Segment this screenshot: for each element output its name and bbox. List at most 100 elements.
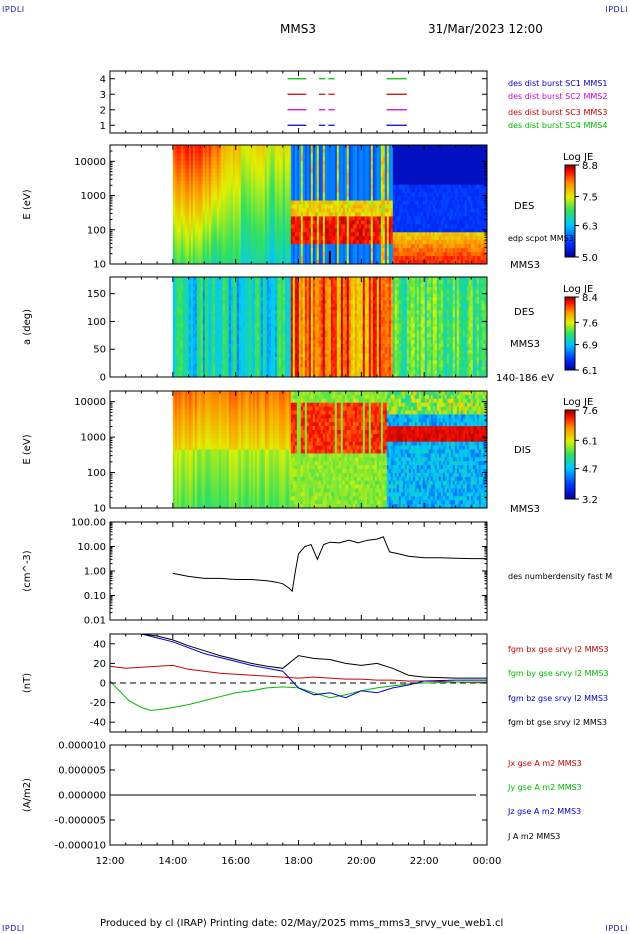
des-energy-cell [472, 196, 476, 201]
des-energy-cell [280, 192, 284, 197]
des-energy-cell [378, 192, 382, 197]
des-energy-cell [254, 220, 258, 225]
des-energy-cell [254, 148, 258, 154]
des-energy-cell [484, 256, 488, 261]
des-energy-cell [452, 152, 456, 158]
des-energy-cell [298, 152, 302, 158]
des-energy-cell [388, 208, 392, 213]
des-energy-cell [172, 200, 176, 205]
des-energy-cell [382, 148, 386, 154]
des-energy-cell [390, 260, 394, 265]
des-energy-cell [210, 224, 214, 229]
des-energy-cell [386, 228, 390, 233]
des-energy-cell [338, 228, 342, 233]
des-energy-cell [294, 228, 298, 233]
des-energy-cell [410, 168, 414, 174]
des-energy-cell [388, 148, 392, 154]
des-energy-cell [332, 196, 336, 201]
des-energy-cell [270, 200, 274, 205]
des-energy-cell [392, 220, 396, 225]
des-pitch-cell [182, 373, 186, 378]
des-energy-cell [440, 248, 444, 253]
des-energy-cell [306, 224, 310, 229]
des-energy-cell [472, 200, 476, 205]
des-energy-cell [334, 172, 338, 178]
des-energy-cell [220, 172, 224, 178]
des-energy-cell [236, 172, 240, 178]
des-energy-cell [378, 176, 382, 181]
des-energy-cell [334, 200, 338, 205]
des-energy-cell [244, 240, 248, 245]
des-energy-cell [212, 180, 216, 185]
des-energy-cell [280, 188, 284, 193]
des-energy-cell [384, 160, 388, 166]
des-energy-cell [428, 232, 432, 237]
des-energy-cell [354, 164, 358, 170]
des-energy-cell [286, 232, 290, 237]
des-pitch-cell [182, 290, 186, 294]
des-energy-cell [476, 180, 480, 185]
des-energy-cell [374, 232, 378, 237]
des-energy-cell [448, 252, 452, 257]
des-energy-cell [248, 228, 252, 233]
des-energy-cell [316, 224, 320, 229]
des-energy-cell [212, 152, 216, 158]
des-energy-cell [392, 232, 396, 237]
des-energy-cell [216, 160, 220, 166]
des-energy-cell [200, 168, 204, 174]
des-energy-cell [188, 232, 192, 237]
des-energy-cell [236, 148, 240, 154]
des-energy-cell [406, 236, 410, 241]
des-energy-cell [232, 184, 236, 189]
des-energy-cell [480, 208, 484, 213]
des-energy-cell [476, 208, 480, 213]
des-energy-cell [482, 220, 486, 225]
des-energy-cell [330, 208, 334, 213]
des-energy-cell [270, 176, 274, 181]
des-energy-cell [460, 192, 464, 197]
des-energy-cell [252, 180, 256, 185]
des-energy-cell [204, 208, 208, 213]
des-energy-cell [256, 152, 260, 158]
des-energy-cell [220, 192, 224, 197]
des-energy-cell [440, 164, 444, 170]
des-energy-cell [480, 212, 484, 217]
des-energy-cell [204, 216, 208, 221]
des-energy-cell [432, 228, 436, 233]
des-energy-cell [264, 228, 268, 233]
des-energy-cell [426, 252, 430, 257]
des-energy-cell [410, 216, 414, 221]
des-energy-cell [288, 252, 292, 257]
des-energy-cell [382, 212, 386, 217]
des-energy-cell [366, 204, 370, 209]
des-energy-cell [216, 240, 220, 245]
des-energy-cell [174, 180, 178, 185]
des-energy-cell [270, 248, 274, 253]
des-energy-cell [282, 145, 286, 150]
des-energy-cell [178, 176, 182, 181]
des-energy-cell [184, 224, 188, 229]
des-energy-cell [370, 248, 374, 253]
des-energy-cell [242, 200, 246, 205]
des-energy-cell [310, 145, 314, 150]
des-energy-cell [376, 244, 380, 249]
des-energy-cell [258, 164, 262, 170]
des-energy-cell [408, 172, 412, 178]
des-energy-cell [466, 216, 470, 221]
des-pitch-cell [178, 310, 182, 314]
des-energy-cell [442, 212, 446, 217]
des-energy-cell [386, 212, 390, 217]
des-energy-cell [378, 156, 382, 162]
des-energy-cell [296, 232, 300, 237]
des-energy-cell [186, 188, 190, 193]
des-energy-cell [266, 180, 270, 185]
des-pitch-cell [182, 330, 186, 334]
des-energy-cell [318, 244, 322, 249]
des-energy-cell [342, 208, 346, 213]
des-energy-cell [284, 152, 288, 158]
des-energy-cell [310, 224, 314, 229]
des-pitch-cell [190, 297, 194, 301]
des-energy-cell [244, 256, 248, 261]
des-energy-cell [182, 160, 186, 166]
des-energy-cell [458, 152, 462, 158]
